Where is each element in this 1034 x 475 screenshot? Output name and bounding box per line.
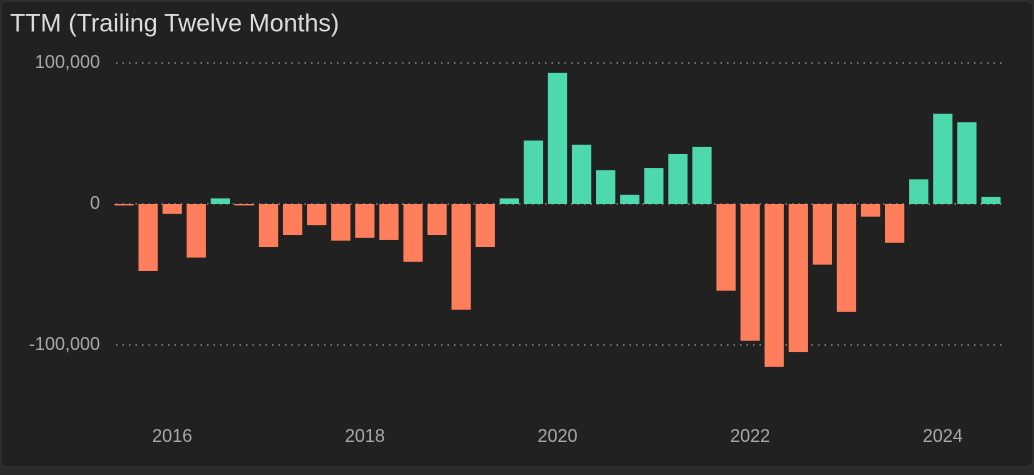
bar — [836, 204, 857, 312]
bar — [282, 204, 303, 236]
bar — [716, 204, 736, 291]
bar — [933, 113, 953, 204]
bar — [210, 198, 230, 204]
bar — [162, 204, 182, 214]
bar — [475, 204, 495, 248]
bar — [331, 204, 351, 241]
bar — [403, 204, 423, 262]
bar — [571, 144, 592, 204]
bar — [596, 170, 616, 204]
bar — [547, 72, 568, 205]
bar — [981, 196, 1001, 204]
bar — [644, 168, 664, 204]
bar — [764, 204, 784, 367]
x-tick-label: 2018 — [345, 426, 385, 446]
chart-title: TTM (Trailing Twelve Months) — [10, 10, 339, 38]
y-tick-label: 0 — [90, 193, 100, 213]
bar — [234, 204, 255, 206]
bar — [258, 204, 279, 248]
x-tick-label: 2020 — [537, 426, 577, 446]
x-tick-label: 2022 — [730, 426, 770, 446]
x-tick-label: 2016 — [152, 426, 192, 446]
y-tick-label: 100,000 — [35, 52, 100, 72]
bar — [355, 204, 375, 238]
bar — [740, 204, 760, 341]
bar — [692, 146, 712, 204]
bar — [620, 194, 640, 204]
bar — [860, 204, 881, 217]
bar — [307, 204, 327, 226]
bar — [138, 204, 158, 271]
bar — [114, 204, 134, 206]
bar — [668, 153, 688, 204]
bar — [885, 204, 905, 243]
x-tick-label: 2024 — [923, 426, 963, 446]
bar — [957, 122, 977, 204]
bar — [788, 204, 808, 353]
bar — [909, 179, 929, 204]
bar — [427, 204, 447, 236]
y-tick-label: -100,000 — [29, 334, 100, 354]
bar — [186, 204, 206, 258]
bar — [812, 204, 833, 265]
bar — [499, 198, 519, 204]
bar — [379, 204, 399, 240]
bar — [523, 140, 544, 204]
bar — [451, 204, 471, 310]
